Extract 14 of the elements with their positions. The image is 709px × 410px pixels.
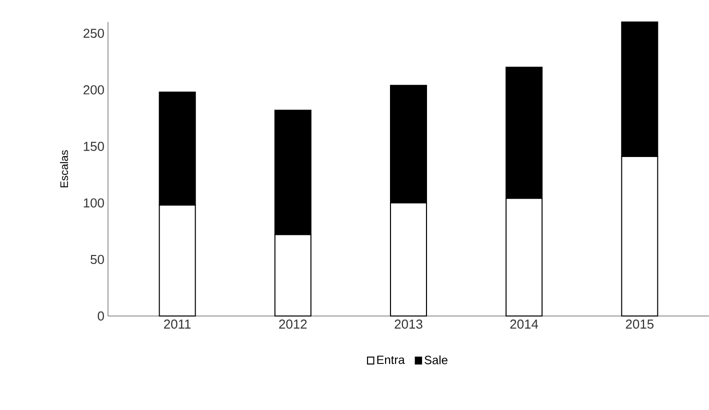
x-tick-label: 2012 bbox=[279, 320, 307, 329]
y-tick-label: 150 bbox=[84, 142, 104, 151]
y-tick-label: 0 bbox=[98, 311, 104, 321]
x-tick-label: 2013 bbox=[394, 320, 422, 329]
legend-label: Entra bbox=[377, 356, 405, 364]
y-tick-label: 250 bbox=[84, 28, 104, 38]
x-tick-label: 2015 bbox=[626, 320, 654, 329]
y-axis-title: Escalas bbox=[60, 150, 68, 188]
x-tick-label: 2014 bbox=[510, 320, 538, 329]
y-tick-label: 200 bbox=[84, 85, 104, 94]
y-tick-label: 100 bbox=[84, 198, 104, 208]
x-tick-label: 2011 bbox=[164, 320, 191, 329]
y-tick-label: 50 bbox=[90, 254, 104, 264]
legend-label: Sale bbox=[424, 355, 448, 364]
